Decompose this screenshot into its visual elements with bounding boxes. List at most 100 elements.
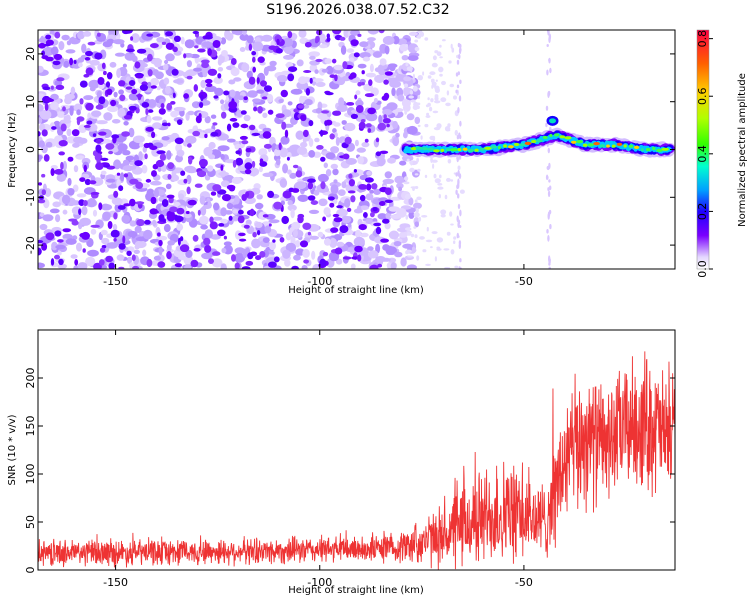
noise-speckle [378, 114, 383, 124]
noise-speckle [173, 79, 184, 84]
noise-speckle-strong [303, 129, 309, 138]
noise-speckle [125, 155, 135, 161]
noise-speckle-faint [435, 79, 438, 82]
noise-speckle-strong [108, 262, 115, 269]
noise-speckle-strong [147, 69, 153, 77]
noise-speckle [150, 77, 160, 86]
noise-speckle-strong [118, 266, 125, 269]
noise-speckle [357, 205, 362, 212]
noise-speckle [176, 149, 185, 157]
noise-speckle-strong [187, 199, 197, 206]
noise-speckle-faint [436, 51, 442, 56]
noise-speckle-strong [260, 80, 267, 87]
noise-speckle-strong [316, 145, 324, 150]
noise-streak [455, 72, 459, 77]
noise-speckle-strong [287, 30, 293, 39]
noise-speckle-strong [86, 120, 93, 125]
noise-speckle [101, 237, 110, 245]
noise-streak [456, 156, 459, 163]
noise-speckle [345, 158, 357, 165]
noise-speckle-faint [439, 73, 443, 77]
signal-track-core [559, 135, 566, 139]
noise-speckle-strong [243, 224, 250, 229]
signal-track-core [490, 145, 498, 149]
noise-speckle-strong [261, 96, 268, 100]
heatmap-y-tick-label: -20 [24, 236, 37, 254]
noise-speckle [324, 58, 333, 64]
noise-speckle-strong [241, 266, 251, 269]
noise-speckle-strong [119, 94, 126, 102]
noise-speckle-strong [348, 75, 355, 80]
noise-speckle-strong [291, 265, 299, 269]
noise-speckle [239, 47, 246, 52]
noise-speckle-faint [410, 160, 413, 166]
noise-speckle [158, 245, 163, 256]
noise-speckle [344, 122, 356, 132]
noise-speckle [392, 35, 400, 45]
noise-speckle-strong [99, 247, 106, 253]
noise-speckle-strong [336, 30, 340, 35]
noise-speckle [88, 79, 100, 89]
noise-speckle-strong [207, 48, 212, 56]
noise-speckle-faint [437, 183, 443, 186]
noise-speckle-faint [447, 158, 452, 164]
noise-speckle-strong [268, 223, 272, 227]
noise-speckle-strong [384, 71, 393, 76]
noise-speckle-faint [426, 112, 430, 116]
noise-speckle [247, 167, 260, 177]
noise-speckle-faint [417, 30, 423, 34]
noise-speckle-strong [248, 43, 253, 51]
noise-speckle-strong [150, 85, 157, 89]
noise-speckle-strong [299, 240, 309, 248]
noise-speckle-faint [439, 44, 442, 48]
heatmap-y-ticks: -20 -10 0 10 20 [24, 47, 675, 254]
noise-speckle-strong [90, 191, 100, 195]
noise-speckle-strong [135, 75, 144, 79]
noise-speckle [122, 150, 131, 156]
noise-speckle-strong [272, 239, 276, 243]
noise-speckle [365, 72, 376, 78]
signal-track-core [449, 148, 458, 152]
noise-speckle [65, 49, 76, 54]
noise-speckle [243, 114, 251, 122]
noise-speckle-faint [431, 62, 438, 68]
noise-speckle [72, 184, 79, 192]
noise-speckle-strong [228, 215, 233, 221]
noise-speckle [131, 231, 136, 239]
noise-speckle-faint [431, 231, 438, 235]
heatmap-y-tick-label: 20 [24, 47, 37, 61]
signal-track-core [536, 139, 543, 143]
noise-speckle-strong [83, 200, 88, 207]
noise-speckle-faint [403, 83, 409, 88]
noise-speckle-faint [414, 199, 418, 204]
noise-speckle [252, 98, 261, 103]
noise-speckle-strong [98, 96, 106, 105]
signal-track-blob [668, 147, 672, 152]
noise-speckle-strong [373, 222, 382, 227]
signal-track-core [503, 144, 508, 148]
noise-speckle [55, 244, 66, 250]
noise-speckle [338, 97, 345, 107]
noise-speckle [73, 165, 79, 173]
noise-speckle [256, 194, 263, 200]
noise-speckle [385, 211, 392, 221]
noise-speckle-faint [438, 66, 444, 73]
noise-speckle-strong [54, 168, 64, 175]
noise-speckle [38, 140, 45, 148]
noise-speckle-strong [207, 68, 218, 76]
noise-speckle-strong [126, 250, 132, 256]
noise-speckle [101, 203, 110, 209]
noise-speckle-faint [406, 66, 413, 72]
noise-speckle-faint [454, 265, 459, 269]
noise-streak [546, 176, 549, 180]
noise-speckle-strong [278, 142, 282, 151]
noise-streak [545, 122, 548, 128]
noise-speckle [279, 147, 289, 158]
noise-speckle-faint [446, 231, 451, 236]
signal-track-core [415, 146, 424, 150]
noise-speckle [309, 55, 316, 60]
noise-speckle-strong [136, 219, 145, 227]
noise-speckle-faint [405, 250, 410, 255]
noise-streak [548, 57, 551, 64]
noise-speckle-strong [52, 60, 61, 66]
